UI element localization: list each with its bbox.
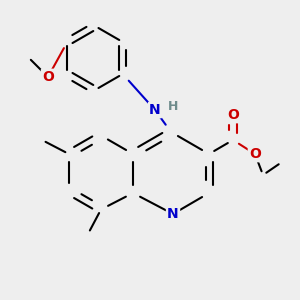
Text: N: N: [149, 103, 161, 117]
Text: H: H: [168, 100, 178, 112]
Text: N: N: [167, 207, 179, 221]
Text: O: O: [249, 147, 261, 161]
Text: O: O: [227, 108, 239, 122]
Text: O: O: [42, 70, 54, 84]
